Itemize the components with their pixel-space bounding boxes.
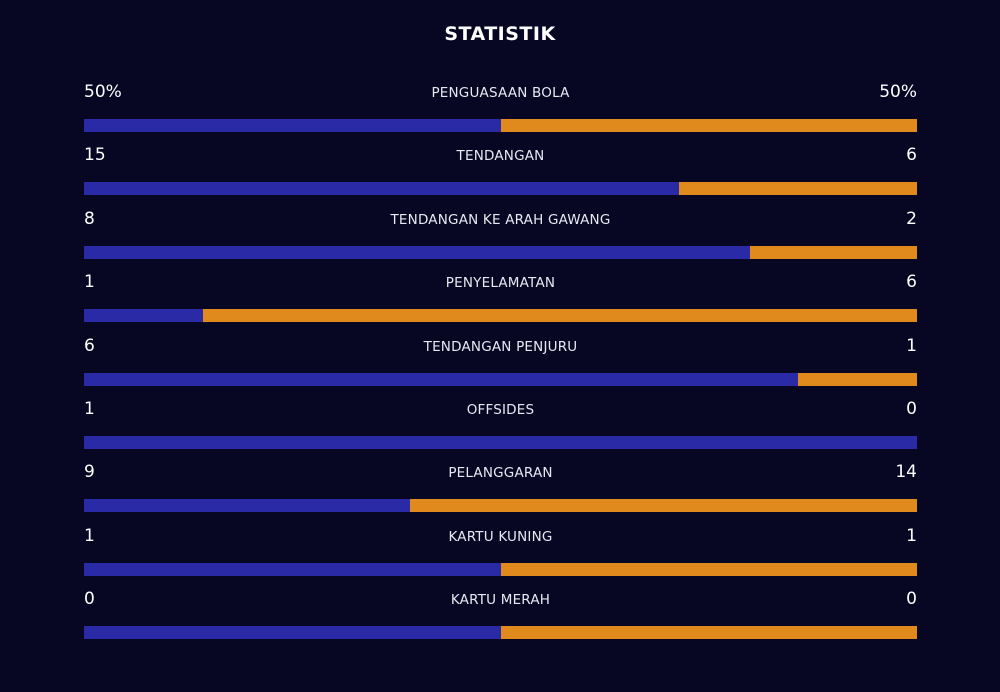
stat-row: 6 TENDANGAN PENJURU 1 — [84, 330, 917, 393]
away-bar-segment — [500, 562, 917, 576]
home-bar-segment — [84, 309, 204, 323]
home-value: 1 — [84, 525, 95, 546]
stat-header: 8 TENDANGAN KE ARAH GAWANG 2 — [84, 203, 917, 243]
stat-label: TENDANGAN — [456, 148, 545, 165]
home-value: 9 — [84, 462, 95, 483]
away-bar-segment — [679, 182, 917, 196]
home-bar-segment — [84, 372, 798, 386]
away-value: 6 — [906, 272, 917, 293]
home-bar-segment — [84, 499, 410, 513]
stat-header: 9 PELANGGARAN 14 — [84, 456, 917, 496]
stat-row: 9 PELANGGARAN 14 — [84, 456, 917, 519]
stat-row: 15 TENDANGAN 6 — [84, 139, 917, 202]
comparison-bar — [84, 435, 917, 449]
comparison-bar — [84, 245, 917, 259]
comparison-bar — [84, 499, 917, 513]
stat-header: 15 TENDANGAN 6 — [84, 139, 917, 179]
stat-header: 6 TENDANGAN PENJURU 1 — [84, 330, 917, 370]
home-bar-segment — [84, 626, 501, 640]
stat-row: 8 TENDANGAN KE ARAH GAWANG 2 — [84, 203, 917, 266]
away-value: 14 — [895, 462, 917, 483]
stat-row: 50% PENGUASAAN BOLA 50% — [84, 76, 917, 139]
home-value: 15 — [84, 145, 106, 166]
away-value: 0 — [906, 398, 917, 419]
stat-header: 1 OFFSIDES 0 — [84, 393, 917, 433]
home-value: 50% — [84, 82, 122, 102]
home-value: 0 — [84, 589, 95, 610]
comparison-bar — [84, 309, 917, 323]
stat-header: 0 KARTU MERAH 0 — [84, 583, 917, 623]
home-bar-segment — [84, 245, 751, 259]
home-value: 6 — [84, 335, 95, 356]
stat-label: TENDANGAN KE ARAH GAWANG — [390, 211, 611, 228]
home-value: 1 — [84, 272, 95, 293]
home-value: 1 — [84, 398, 95, 419]
stat-row: 0 KARTU MERAH 0 — [84, 583, 917, 646]
home-bar-segment — [84, 435, 917, 449]
stat-label: KARTU KUNING — [448, 528, 553, 545]
comparison-bar — [84, 182, 917, 196]
comparison-bar — [84, 119, 917, 132]
home-bar-segment — [84, 562, 501, 576]
away-value: 0 — [906, 589, 917, 610]
away-value: 2 — [906, 208, 917, 229]
stat-label: OFFSIDES — [466, 401, 535, 418]
away-value: 1 — [906, 525, 917, 546]
comparison-bar — [84, 372, 917, 386]
panel-title: STATISTIK — [444, 23, 556, 45]
away-value: 1 — [906, 335, 917, 356]
comparison-bar — [84, 626, 917, 640]
stat-row: 1 OFFSIDES 0 — [84, 393, 917, 456]
comparison-bar — [84, 562, 917, 576]
away-bar-segment — [797, 372, 917, 386]
stat-row: 1 PENYELAMATAN 6 — [84, 266, 917, 329]
away-value: 50% — [879, 82, 917, 102]
stat-label: TENDANGAN PENJURU — [423, 338, 578, 355]
stat-list: 50% PENGUASAAN BOLA 50% 15 TENDANGAN 6 8 TENDAN… — [84, 76, 917, 647]
stat-header: 1 PENYELAMATAN 6 — [84, 266, 917, 306]
stat-header: 1 KARTU KUNING 1 — [84, 520, 917, 560]
away-bar-segment — [750, 245, 917, 259]
home-bar-segment — [84, 182, 679, 196]
stat-label: PELANGGARAN — [448, 465, 553, 482]
away-bar-segment — [500, 119, 917, 132]
stat-row: 1 KARTU KUNING 1 — [84, 520, 917, 583]
stat-label: PENGUASAAN BOLA — [431, 85, 570, 101]
stat-label: KARTU MERAH — [450, 592, 551, 609]
stat-header: 50% PENGUASAAN BOLA 50% — [84, 76, 917, 116]
home-bar-segment — [84, 119, 501, 132]
home-value: 8 — [84, 208, 95, 229]
away-bar-segment — [500, 626, 917, 640]
away-bar-segment — [203, 309, 917, 323]
away-bar-segment — [409, 499, 917, 513]
stat-label: PENYELAMATAN — [445, 275, 556, 292]
away-value: 6 — [906, 145, 917, 166]
